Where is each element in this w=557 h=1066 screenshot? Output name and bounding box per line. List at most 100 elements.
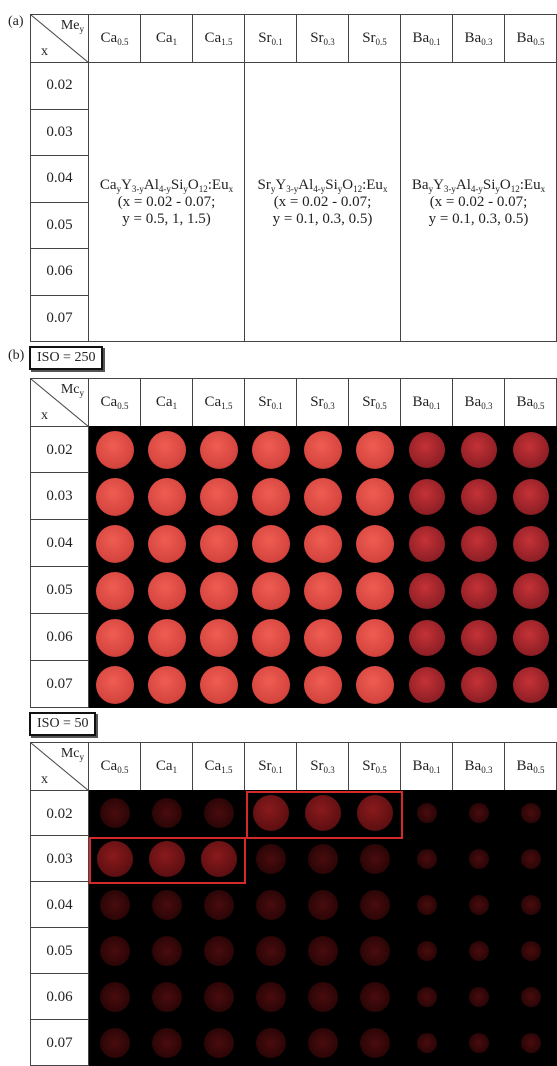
column-header: Sr0.1 xyxy=(244,742,297,791)
row-label: 0.06 xyxy=(30,974,89,1020)
phosphor-spot xyxy=(200,524,238,563)
phosphor-spot xyxy=(304,524,342,563)
column-header: Ba0.1 xyxy=(400,742,453,791)
phosphor-spot xyxy=(521,941,541,961)
column-header: Sr0.3 xyxy=(296,742,349,791)
phosphor-spot xyxy=(308,1028,338,1058)
phosphor-spot xyxy=(308,890,338,920)
phosphor-spot xyxy=(461,619,497,656)
column-header: Sr0.5 xyxy=(348,14,401,63)
phosphor-spot xyxy=(521,803,541,823)
phosphor-spot xyxy=(461,478,497,515)
column-header: Ba0.3 xyxy=(452,742,505,791)
phosphor-spot xyxy=(252,477,290,516)
column-header: Ca0.5 xyxy=(88,378,141,427)
column-header: Ba0.1 xyxy=(400,14,453,63)
phosphor-spot xyxy=(253,795,289,831)
phosphor-spot xyxy=(356,430,394,469)
column-header: Ba0.1 xyxy=(400,378,453,427)
phosphor-spot xyxy=(356,571,394,610)
corner-me-label: Mcy xyxy=(60,382,84,398)
column-header: Ca1.5 xyxy=(192,742,245,791)
phosphor-spot xyxy=(417,895,437,915)
formula-cell: BayY3-yAl4-ySiyO12:Eux (x = 0.02 - 0.07; y… xyxy=(400,62,557,342)
phosphor-spot xyxy=(409,478,445,515)
phosphor-spot xyxy=(469,895,489,915)
formula-cell: SryY3-yAl4-ySiyO12:Eux (x = 0.02 - 0.07; y… xyxy=(244,62,401,342)
phosphor-spot xyxy=(304,618,342,657)
phosphor-spot xyxy=(252,524,290,563)
row-label: 0.02 xyxy=(30,790,89,836)
phosphor-spot xyxy=(148,618,186,657)
column-header: Ca1.5 xyxy=(192,378,245,427)
iso-250-photo-grid xyxy=(89,426,557,708)
phosphor-spot xyxy=(149,841,185,877)
phosphor-spot xyxy=(148,571,186,610)
phosphor-spot xyxy=(360,982,390,1012)
phosphor-spot xyxy=(200,618,238,657)
phosphor-spot xyxy=(256,982,286,1012)
phosphor-spot xyxy=(97,841,133,877)
phosphor-spot xyxy=(204,982,234,1012)
phosphor-spot xyxy=(152,1028,182,1058)
corner-diagonal xyxy=(31,743,88,790)
column-header: Ba0.5 xyxy=(504,14,557,63)
row-label: 0.04 xyxy=(30,520,89,567)
phosphor-spot xyxy=(305,795,341,831)
phosphor-spot xyxy=(469,941,489,961)
row-label: 0.02 xyxy=(30,62,89,110)
corner-cell: Mey x xyxy=(30,14,89,63)
row-label: 0.04 xyxy=(30,155,89,203)
column-header: Ca1 xyxy=(140,378,193,427)
phosphor-spot xyxy=(96,618,134,657)
column-header: Sr0.5 xyxy=(348,378,401,427)
phosphor-spot xyxy=(200,430,238,469)
phosphor-spot xyxy=(204,1028,234,1058)
iso-250-label: ISO = 250 xyxy=(29,346,104,370)
row-label: 0.07 xyxy=(30,1020,89,1066)
phosphor-spot xyxy=(304,477,342,516)
phosphor-spot xyxy=(252,571,290,610)
column-header: Ca1 xyxy=(140,14,193,63)
column-header: Sr0.1 xyxy=(244,378,297,427)
phosphor-spot xyxy=(513,666,549,703)
highlight-box-sr xyxy=(246,791,403,839)
phosphor-spot xyxy=(252,618,290,657)
phosphor-spot xyxy=(469,803,489,823)
phosphor-spot xyxy=(469,1033,489,1053)
row-label: 0.03 xyxy=(30,473,89,520)
phosphor-spot xyxy=(100,1028,130,1058)
phosphor-spot xyxy=(356,477,394,516)
row-label: 0.06 xyxy=(30,614,89,661)
phosphor-spot xyxy=(521,987,541,1007)
phosphor-spot xyxy=(409,431,445,468)
phosphor-spot xyxy=(357,795,393,831)
phosphor-spot xyxy=(409,619,445,656)
phosphor-spot xyxy=(200,571,238,610)
phosphor-spot xyxy=(304,665,342,704)
column-header: Sr0.3 xyxy=(296,14,349,63)
phosphor-spot xyxy=(513,431,549,468)
phosphor-spot xyxy=(148,477,186,516)
row-label: 0.05 xyxy=(30,201,89,249)
column-header: Ba0.3 xyxy=(452,378,505,427)
phosphor-spot xyxy=(200,665,238,704)
highlight-box-ca xyxy=(89,837,246,884)
phosphor-spot xyxy=(356,618,394,657)
phosphor-spot xyxy=(204,890,234,920)
phosphor-spot xyxy=(461,431,497,468)
composition-table: Mey x Ca0.5 Ca1 Ca1.5 Sr0.1 Sr0.3 Sr0.5 Ba0.1 B… xyxy=(30,14,557,342)
corner-x-label: x xyxy=(41,408,48,423)
phosphor-spot xyxy=(204,798,234,828)
phosphor-spot xyxy=(256,890,286,920)
phosphor-spot xyxy=(461,666,497,703)
column-header: Ca1.5 xyxy=(192,14,245,63)
phosphor-spot xyxy=(513,619,549,656)
phosphor-spot xyxy=(148,524,186,563)
row-label: 0.04 xyxy=(30,882,89,928)
phosphor-spot xyxy=(356,665,394,704)
corner-cell: Mcy x xyxy=(30,378,89,427)
row-label: 0.02 xyxy=(30,426,89,473)
column-header: Sr0.5 xyxy=(348,742,401,791)
phosphor-spot xyxy=(204,936,234,966)
